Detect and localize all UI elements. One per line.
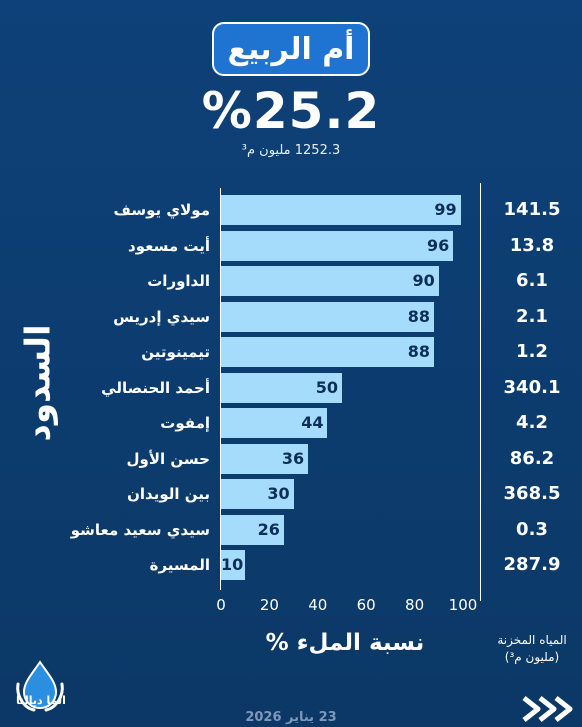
storage-value: 141.5 bbox=[503, 199, 561, 220]
bar-value-label: 50 bbox=[315, 377, 338, 397]
storage-value: 4.2 bbox=[516, 412, 548, 433]
storage-value: 287.9 bbox=[503, 554, 561, 575]
chevrons-icon bbox=[522, 696, 573, 722]
x-tick-label: 0 bbox=[216, 596, 226, 614]
bar bbox=[221, 266, 439, 296]
category-label: الداورات bbox=[147, 272, 210, 290]
category-label: أيت مسعود bbox=[128, 236, 210, 255]
storage-value: 2.1 bbox=[516, 305, 548, 327]
storage-value: 6.1 bbox=[516, 270, 548, 291]
category-label: تيمينوتين bbox=[141, 343, 210, 361]
total-volume: 1252.3 مليون م³ bbox=[241, 143, 341, 158]
storage-header: المياه المخزنة (مليون م³) bbox=[484, 632, 580, 666]
fill-percent: %25.2 bbox=[201, 82, 381, 140]
bar-value-label: 88 bbox=[407, 342, 430, 361]
bar bbox=[221, 408, 328, 438]
category-label: المسيرة bbox=[149, 556, 210, 574]
basin-title: أم الربيع bbox=[227, 31, 355, 67]
storage-divider bbox=[480, 183, 481, 601]
storage-value: 13.8 bbox=[509, 234, 555, 256]
bar bbox=[221, 479, 294, 509]
x-tick-label: 20 bbox=[259, 596, 279, 614]
bar bbox=[221, 550, 246, 580]
bar bbox=[221, 337, 434, 367]
bar bbox=[221, 514, 284, 545]
x-axis-label: نسبة الملء % bbox=[265, 630, 425, 656]
x-tick-label: 80 bbox=[405, 596, 425, 614]
x-tick-label: 100 bbox=[448, 596, 478, 614]
x-tick-label: 60 bbox=[356, 596, 376, 614]
bar-value-label: 99 bbox=[434, 200, 457, 219]
storage-value: 1.2 bbox=[516, 341, 548, 362]
y-axis-line bbox=[220, 188, 221, 590]
storage-value: 0.3 bbox=[516, 518, 548, 540]
bar bbox=[221, 372, 342, 403]
date-label: 23 يناير 2026 bbox=[245, 710, 337, 725]
bar bbox=[221, 195, 461, 225]
bar-value-label: 36 bbox=[281, 448, 305, 468]
bar-value-label: 88 bbox=[407, 306, 430, 326]
bar bbox=[221, 230, 454, 261]
brand-name: الما ديالنا bbox=[16, 694, 66, 707]
title-box: أم الربيع bbox=[212, 22, 370, 76]
bar-value-label: 90 bbox=[412, 271, 435, 290]
bar-value-label: 30 bbox=[267, 484, 290, 503]
category-label: أحمد الحنصالي bbox=[101, 378, 210, 397]
bar-value-label: 44 bbox=[301, 413, 324, 432]
bar-value-label: 96 bbox=[427, 235, 450, 255]
bar-value-label: 26 bbox=[257, 519, 280, 539]
bar bbox=[221, 301, 434, 332]
category-label: إمفوت bbox=[160, 414, 210, 432]
storage-header-line2: (مليون م³) bbox=[504, 650, 560, 664]
category-label: بين الويدان bbox=[127, 485, 210, 503]
storage-value: 368.5 bbox=[503, 483, 561, 504]
category-label: سيدي سعيد معاشو bbox=[70, 520, 210, 539]
category-label: سيدي إدريس bbox=[113, 307, 210, 326]
x-tick-label: 40 bbox=[308, 596, 328, 614]
storage-header-line1: المياه المخزنة bbox=[497, 633, 567, 647]
storage-value: 340.1 bbox=[503, 376, 561, 398]
water-drop-logo-icon bbox=[16, 660, 64, 712]
bar bbox=[221, 443, 309, 474]
category-label: حسن الأول bbox=[126, 449, 210, 468]
category-label: مولاي يوسف bbox=[113, 201, 210, 219]
storage-value: 86.2 bbox=[509, 447, 555, 469]
bar-value-label: 10 bbox=[221, 555, 244, 574]
